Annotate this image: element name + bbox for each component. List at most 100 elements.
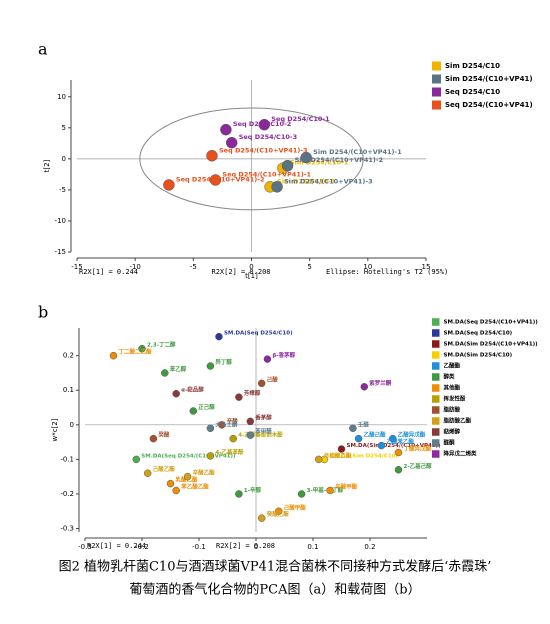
point-label: 己酸: [267, 375, 279, 383]
point: [275, 507, 283, 516]
legend-label: 醇类: [444, 373, 456, 381]
x-tick-label: 15: [422, 263, 431, 271]
point: [246, 431, 255, 439]
point-label: 月桂酸乙酯: [323, 451, 352, 459]
y-tick-label: -0.3: [60, 525, 74, 533]
legend-swatch: [432, 384, 440, 392]
legend-swatch: [432, 439, 440, 447]
point: [183, 472, 192, 481]
point: [163, 179, 175, 191]
point: [225, 136, 238, 149]
point: [257, 514, 266, 522]
legend-swatch: [432, 318, 440, 326]
point-label: 苯乙醇: [169, 365, 187, 373]
legend-label: 乙酸酯: [444, 362, 461, 370]
point: [394, 448, 403, 457]
legend-label: 脂肪酸: [443, 406, 461, 414]
point-label: SM.DA(Seq D254/(C10+VP41)): [141, 453, 236, 459]
point-label: 4-乙烯基愈创木酚: [238, 431, 283, 439]
point-label: 大马士酮: [215, 420, 238, 428]
legend-label: Sim D254/(C10+VP41): [445, 75, 533, 83]
footer-note: R2X[2] = 0.208: [216, 542, 275, 550]
panel-label: a: [38, 40, 48, 59]
point-label: Sim D254/C10-3: [277, 177, 335, 185]
legend-swatch: [432, 450, 440, 458]
point: [149, 434, 158, 443]
legend-swatch: [432, 373, 440, 381]
y-axis-label: w*c[2]: [51, 418, 59, 441]
x-tick-label: 0: [254, 543, 258, 551]
point-label: Seq D254/C10-1: [271, 115, 330, 123]
point-label: 辛酸甲酯: [335, 483, 358, 491]
point-label: 己酸甲酯: [284, 503, 307, 511]
x-tick-label: 10: [363, 263, 372, 271]
point-label: SM.DA(Sim D254/C10): [329, 453, 398, 459]
x-tick-label: 0.1: [307, 543, 318, 551]
legend-label: SM.DA(Seq D254/C10): [444, 331, 513, 337]
x-tick-label: -0.1: [192, 543, 206, 551]
legend-label: 挥发性酚: [444, 395, 467, 403]
point-label: Seq D254/(C10+VP41)-2: [176, 175, 265, 183]
point: [189, 407, 198, 415]
legend-label: 其他酯: [444, 384, 461, 392]
legend-swatch: [432, 74, 441, 84]
point: [166, 479, 175, 488]
point: [172, 486, 180, 495]
point: [220, 123, 232, 136]
point-label: Sim D254/(C10+VP41)-1: [313, 148, 402, 156]
point: [271, 181, 283, 193]
x-tick-label: -0.3: [78, 543, 92, 551]
x-tick-label: 0: [249, 263, 253, 271]
point: [235, 393, 243, 401]
legend-label: SM.DA(Sim D254/(C10+VP41)): [444, 342, 539, 348]
point-label: Seq D254/C10-2: [233, 120, 291, 128]
point: [326, 486, 334, 495]
point: [206, 362, 215, 370]
legend-swatch: [432, 395, 440, 403]
y-tick-label: 0: [70, 421, 74, 429]
point-label: 乙酸己酯: [364, 431, 387, 439]
point-label: Sim D254/(C10+VP41)-2: [295, 156, 384, 164]
point-label: Seq D254/(C10+VP41)-1: [222, 170, 311, 178]
point-label: 己酸乙酯: [153, 465, 176, 473]
legend-swatch: [432, 87, 441, 97]
point-label: Sim D254/C10-1: [290, 159, 349, 167]
point: [314, 455, 323, 464]
legend-swatch: [432, 417, 440, 425]
point-label: 正己醇: [198, 403, 215, 411]
point-label: 异丁醇: [215, 358, 232, 366]
y-tick-label: 0.2: [63, 352, 74, 360]
y-tick-label: -0.2: [60, 490, 74, 498]
point: [206, 424, 215, 433]
y-tick-label: 5: [62, 124, 66, 132]
point-label: 苯甲醛: [254, 427, 272, 435]
point-label: Seq D254/C10-3: [239, 133, 297, 141]
legend-label: SM.DA(Sim D254/C10): [444, 353, 513, 359]
legend-label: Seq D254/(C10+VP41): [445, 101, 533, 109]
x-tick-label: 5: [307, 263, 311, 271]
point-label: 癸酸: [157, 431, 170, 439]
footer-note: R2X[2] = 0.208: [212, 268, 271, 276]
point-label: 丁二酸二乙酯: [119, 348, 153, 356]
legend-swatch: [432, 100, 441, 110]
panel-label: b: [38, 303, 48, 322]
point-label: 壬醛: [358, 420, 370, 428]
point-label: 丁酸异戊酯: [404, 444, 432, 452]
point: [206, 452, 215, 460]
point: [258, 118, 271, 131]
legend-swatch: [432, 351, 440, 359]
point-label: 苯乙酸乙酯: [180, 483, 209, 491]
point: [132, 455, 141, 464]
legend-label: SM.DA(Seq D254/(C10+VP41)): [444, 320, 539, 326]
x-axis-label: t[1]: [245, 272, 258, 280]
legend-label: 醛酮: [444, 439, 456, 447]
point: [377, 441, 386, 450]
footer-note: R2X[1] = 0.244: [87, 542, 146, 550]
point-label: 1-辛醇: [244, 486, 262, 494]
point-label: 芳樟醇: [244, 389, 261, 397]
point: [349, 424, 357, 433]
y-tick-label: -15: [55, 248, 66, 256]
legend-swatch: [432, 329, 440, 337]
point-label: 2-乙基己醇: [404, 462, 433, 470]
